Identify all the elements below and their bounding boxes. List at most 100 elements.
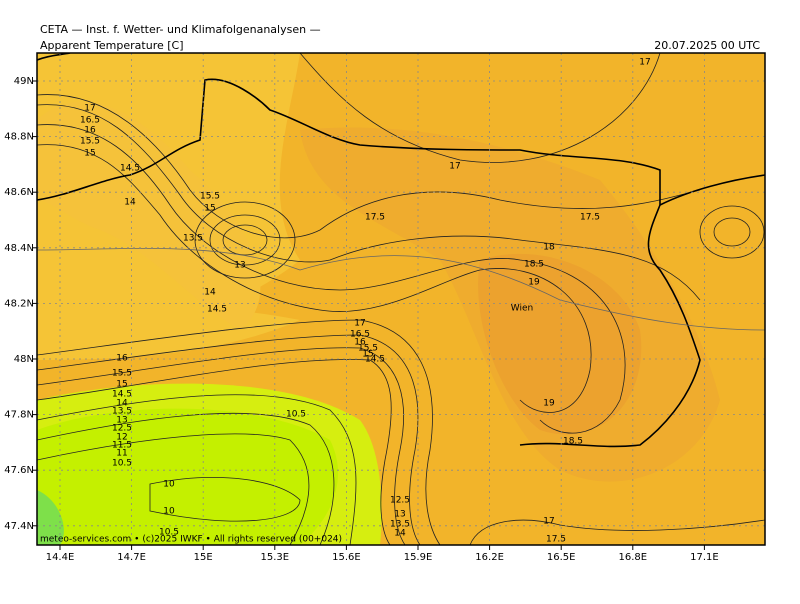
field-lime-core <box>37 408 339 545</box>
contour-line <box>194 201 296 279</box>
border <box>519 204 701 448</box>
contour-label: 15.5 <box>200 192 220 202</box>
y-tick-label: 48.4N <box>4 243 34 254</box>
contour-label: 19 <box>543 399 555 409</box>
contour-label: 10.5 <box>286 410 306 420</box>
y-tick-label: 47.4N <box>4 521 34 532</box>
contour-label: 18 <box>543 243 555 253</box>
river <box>37 248 765 331</box>
contour-label: 17.5 <box>580 213 600 223</box>
contour-label: 12.5 <box>112 424 132 434</box>
contour-label: 13 <box>394 510 405 520</box>
y-tick-label: 47.8N <box>4 410 34 421</box>
contour-label: 16.5 <box>80 116 100 126</box>
y-tick-label: 48N <box>14 354 34 365</box>
contour-label: 11 <box>116 449 127 459</box>
field <box>37 53 765 545</box>
contour-line <box>37 359 392 545</box>
contour-label: 14 <box>124 198 136 208</box>
contour-label: 12 <box>116 433 127 443</box>
contour-label: 12.5 <box>390 496 410 506</box>
contours <box>37 53 765 545</box>
contour-label: 17 <box>543 517 554 527</box>
contour-line <box>713 217 751 247</box>
contour-label: 17.5 <box>546 535 566 545</box>
y-tick-label: 48.6N <box>4 187 34 198</box>
contour-label: 15 <box>362 350 373 360</box>
contour-label: 15.5 <box>358 344 378 354</box>
contour-line <box>37 412 335 545</box>
footer: meteo-services.com • (c)2025 IWKF • All … <box>40 535 342 545</box>
field-west <box>37 101 261 330</box>
x-tick-label: 16.5E <box>547 552 576 563</box>
contour-label: 17 <box>639 58 650 68</box>
valid-time: 20.07.2025 00 UTC <box>654 39 760 52</box>
y-tick-label: 49N <box>14 76 34 87</box>
x-tick-label: 17.1E <box>690 552 719 563</box>
contour-label: 15 <box>84 149 95 159</box>
field-name: Apparent Temperature [C] <box>40 39 184 52</box>
contour-label: 16 <box>84 126 96 136</box>
contour-line <box>299 53 661 163</box>
contour-label: 13.5 <box>390 520 410 530</box>
y-tick-label: 48.8N <box>4 132 34 143</box>
contour-label: 16 <box>116 354 128 364</box>
border <box>37 78 765 207</box>
contour-label: 17.5 <box>365 213 385 223</box>
contour-label: 19 <box>528 278 540 288</box>
contour-label: 15 <box>116 380 127 390</box>
contour-line <box>37 94 701 239</box>
contour-line <box>149 477 301 522</box>
x-tick-label: 15.3E <box>261 552 290 563</box>
contour-label: 10 <box>163 507 175 517</box>
contour-label: 15.5 <box>112 369 132 379</box>
contour-label: 16 <box>354 338 366 348</box>
field-green <box>37 490 64 545</box>
contour-line <box>209 214 281 266</box>
contour-label: 16.5 <box>350 330 370 340</box>
x-tick-label: 16.2E <box>475 552 504 563</box>
contour-line <box>469 519 765 545</box>
contour-labels: 171716.51615.51514.51415.51513.5131414.5… <box>80 58 651 545</box>
contour-line <box>37 144 592 413</box>
contour-line <box>37 319 441 545</box>
x-tick-label: 16.8E <box>619 552 648 563</box>
contour-line <box>37 347 406 545</box>
contour-label: 18.5 <box>563 437 583 447</box>
contour-line <box>222 224 268 256</box>
contour-label: 14.5 <box>207 305 227 315</box>
contour-line <box>37 334 421 545</box>
contour-label: 13 <box>116 416 127 426</box>
contour-label: 18.5 <box>524 260 544 270</box>
graticule <box>32 53 765 550</box>
contour-label: 10 <box>163 480 175 490</box>
x-tick-label: 14.4E <box>46 552 75 563</box>
x-tick-label: 15.9E <box>404 552 433 563</box>
x-tick-label: 15E <box>194 552 213 563</box>
contour-label: 11.5 <box>112 441 132 451</box>
title: CETA — Inst. f. Wetter- und Klimafolgena… <box>40 23 321 36</box>
contour-line <box>37 433 310 545</box>
contour-label: 14.5 <box>112 390 132 400</box>
contour-label: 17 <box>354 319 365 329</box>
frame <box>36 52 766 546</box>
contour-label: 10.5 <box>159 528 179 538</box>
contour-line <box>37 394 357 545</box>
contour-label: 10.5 <box>112 459 132 469</box>
contour-line <box>699 205 765 259</box>
place-label: Wien <box>511 304 533 314</box>
contour-label: 13.5 <box>112 407 132 417</box>
contour-line <box>37 124 626 434</box>
contour-label: 14 <box>204 288 216 298</box>
contour-label: 15.5 <box>80 137 100 147</box>
contour-label: 14.5 <box>120 164 140 174</box>
contour-line <box>37 104 701 301</box>
y-tick-label: 47.6N <box>4 465 34 476</box>
contour-label: 17 <box>84 104 95 114</box>
x-tick-label: 15.6E <box>332 552 361 563</box>
contour-label: 14 <box>116 399 128 409</box>
y-tick-label: 48.2N <box>4 298 34 309</box>
contour-label: 15 <box>204 204 215 214</box>
contour-label: 14.5 <box>365 355 385 365</box>
